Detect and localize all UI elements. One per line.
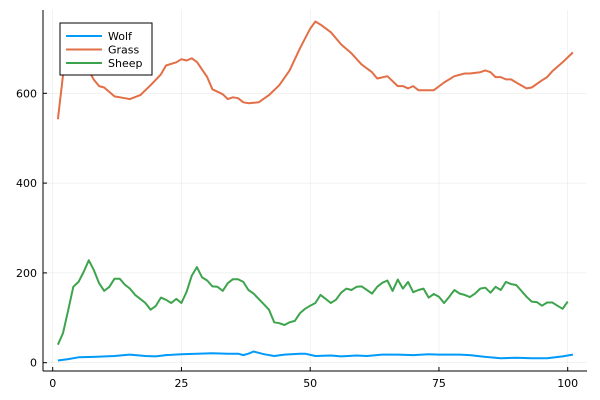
y-tick-label: 200 [16,267,37,280]
x-tick-label: 25 [174,377,188,390]
x-tick-label: 75 [432,377,446,390]
series-line-wolf [57,350,574,362]
series-line-sheep [56,259,569,346]
y-tick-label: 400 [16,177,37,190]
legend-label-sheep: Sheep [108,57,142,70]
y-tick-label: 600 [16,87,37,100]
legend-label-wolf: Wolf [108,30,133,43]
y-tick-label: 0 [30,357,37,370]
x-tick-label: 50 [303,377,317,390]
x-tick-label: 0 [49,377,56,390]
series-line-grass [56,20,574,120]
x-tick-label: 100 [557,377,578,390]
legend-label-grass: Grass [108,44,140,57]
